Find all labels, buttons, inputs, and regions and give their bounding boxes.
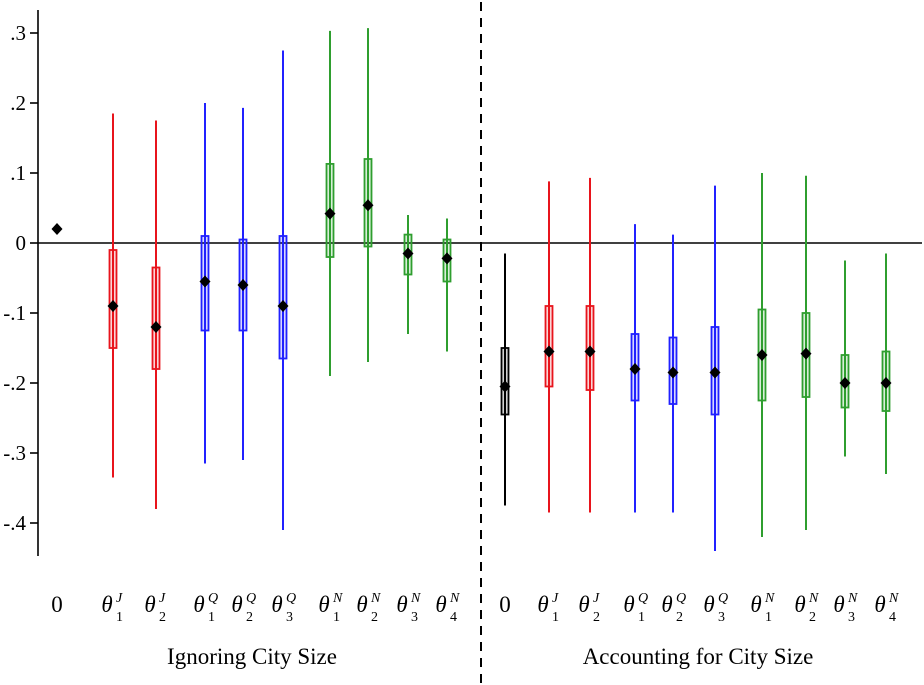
x-tick-label-sub: 2 (676, 610, 683, 625)
x-tick-label-base: θ (750, 592, 761, 617)
point-estimate (839, 377, 851, 389)
point-estimate (584, 345, 596, 358)
x-tick-label-base: θ (144, 592, 155, 617)
x-tick-label-sup: N (370, 591, 381, 606)
point-estimate (709, 366, 721, 379)
point-estimate (880, 377, 892, 389)
point-estimate (441, 252, 453, 265)
x-tick-label-sub: 2 (246, 610, 253, 625)
y-tick-label: -.1 (3, 301, 26, 325)
x-tick-label-sub: 2 (593, 610, 600, 625)
x-tick-label-sub: 3 (411, 610, 418, 625)
point-estimate (362, 199, 374, 212)
x-tick-label-base: θ (318, 592, 329, 617)
point-estimate (543, 345, 555, 358)
x-tick-label-base: θ (537, 592, 548, 617)
x-tick-label-sub: 1 (333, 610, 340, 625)
x-tick-label-sup: J (552, 591, 559, 606)
x-tick-label-base: θ (661, 592, 672, 617)
point-estimate (800, 347, 812, 360)
x-tick-label-base: θ (101, 592, 112, 617)
y-tick-label: .2 (10, 91, 26, 115)
x-tick-label-sub: 2 (809, 610, 816, 625)
point-estimate (107, 300, 119, 312)
ci-inner (108, 249, 118, 349)
x-tick-label-sup: Q (638, 591, 648, 606)
point-estimate (237, 279, 249, 291)
x-tick-label-sup: N (410, 591, 421, 606)
x-tick-label-base: θ (193, 592, 204, 617)
x-tick-label-sub: 3 (286, 610, 293, 625)
point-estimate (277, 300, 289, 312)
x-tick-label-sub: 3 (718, 610, 725, 625)
x-tick-label-base: θ (356, 592, 367, 617)
ci-inner (278, 235, 288, 360)
point-estimate (667, 366, 679, 379)
point-estimate (51, 223, 63, 235)
x-tick-label-sub: 1 (208, 610, 215, 625)
x-tick-label-base: θ (396, 592, 407, 617)
right-panel-title: Accounting for City Size (582, 644, 814, 669)
x-tick-label-sub: 4 (889, 610, 896, 625)
x-tick-label-base: θ (703, 592, 714, 617)
y-tick-label: .1 (10, 161, 26, 185)
point-estimate (324, 207, 336, 220)
x-tick-label-sub: 1 (552, 610, 559, 625)
y-tick-label: 0 (16, 231, 27, 255)
x-tick-label-sup: J (593, 591, 600, 606)
x-tick-label-sub: 2 (371, 610, 378, 625)
x-tick-label-sup: N (888, 591, 899, 606)
x-tick-label-sup: J (159, 591, 166, 606)
x-tick-label-sup: N (808, 591, 819, 606)
x-tick-label-base: θ (794, 592, 805, 617)
x-tick-label-sup: Q (208, 591, 218, 606)
x-tick-label-sup: Q (286, 591, 296, 606)
y-tick-label: -.3 (3, 441, 26, 465)
point-estimate (150, 321, 162, 333)
x-tick-label-sup: Q (718, 591, 728, 606)
x-tick-label-sub: 3 (848, 610, 855, 625)
x-tick-label-sub: 1 (116, 610, 123, 625)
point-estimate (499, 380, 511, 393)
x-tick-label-sub: 4 (450, 610, 457, 625)
y-tick-label: -.4 (3, 511, 26, 535)
y-tick-label: .3 (10, 21, 26, 45)
x-tick-label-sup: N (847, 591, 858, 606)
x-tick-label-sup: Q (246, 591, 256, 606)
x-tick-label-sup: J (116, 591, 123, 606)
x-tick-label-sub: 1 (638, 610, 645, 625)
point-estimate (756, 349, 768, 361)
x-tick-label: 0 (499, 592, 511, 617)
ci-inner (151, 266, 161, 370)
x-tick-label-sup: N (332, 591, 343, 606)
x-tick-label-sup: N (449, 591, 460, 606)
x-tick-label-sup: N (764, 591, 775, 606)
x-tick-label-base: θ (874, 592, 885, 617)
x-tick-label-base: θ (578, 592, 589, 617)
point-estimate (629, 363, 641, 375)
x-tick-label-base: θ (623, 592, 634, 617)
y-tick-label: -.2 (3, 371, 26, 395)
x-tick-label-sub: 1 (765, 610, 772, 625)
x-tick-label-sub: 2 (159, 610, 166, 625)
point-estimate (199, 275, 211, 288)
left-panel-title: Ignoring City Size (167, 644, 337, 669)
x-tick-label-base: θ (271, 592, 282, 617)
x-tick-label-sup: Q (676, 591, 686, 606)
x-tick-label-base: θ (435, 592, 446, 617)
point-estimate (402, 247, 414, 260)
x-tick-label-base: θ (833, 592, 844, 617)
x-tick-label-base: θ (231, 592, 242, 617)
x-tick-label: 0 (51, 592, 63, 617)
